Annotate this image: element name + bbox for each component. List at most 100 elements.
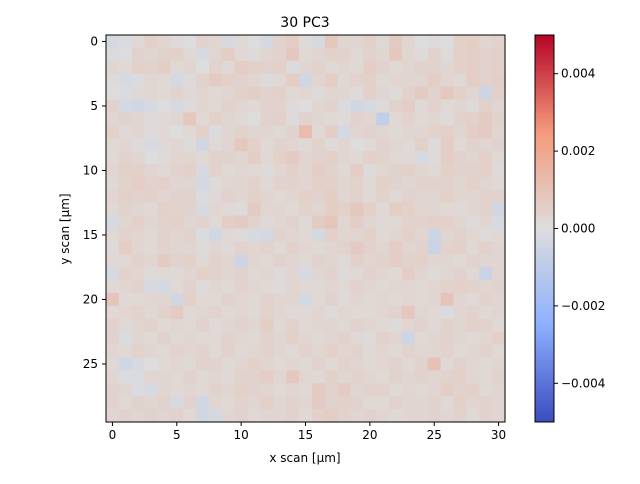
heatmap-cell: [402, 112, 416, 126]
heatmap-cell: [427, 151, 442, 165]
heatmap-cell: [479, 112, 493, 126]
heatmap-cell: [299, 267, 313, 281]
heatmap-cell: [170, 99, 184, 113]
heatmap-cell: [196, 228, 210, 242]
heatmap-cell: [247, 189, 262, 204]
heatmap-cell: [260, 73, 274, 88]
heatmap-cell: [492, 125, 506, 139]
heatmap-cell: [157, 164, 171, 178]
heatmap-cell: [440, 202, 455, 217]
heatmap-cell: [414, 164, 429, 178]
heatmap-cell: [286, 241, 300, 255]
heatmap-cell: [376, 138, 390, 152]
heatmap-cell: [196, 396, 210, 410]
heatmap-cell: [157, 254, 171, 268]
heatmap-cell: [466, 383, 480, 397]
heatmap-cell: [324, 189, 339, 204]
heatmap-cell: [144, 267, 159, 281]
heatmap-cell: [466, 215, 480, 230]
heatmap-cell: [376, 176, 390, 191]
heatmap-cell: [196, 357, 210, 371]
heatmap-cell: [118, 138, 133, 152]
heatmap-cell: [170, 189, 184, 204]
heatmap-cell: [479, 383, 493, 397]
heatmap-cell: [106, 86, 120, 101]
heatmap-cell: [247, 86, 262, 101]
heatmap-cell: [260, 151, 274, 165]
heatmap-cell: [234, 112, 249, 126]
heatmap-cell: [299, 254, 313, 268]
heatmap-cell: [234, 35, 249, 49]
heatmap-cell: [311, 370, 326, 384]
heatmap-cell: [131, 305, 146, 320]
x-axis-ticks: 0 5 10 15 20 25 30: [109, 422, 506, 442]
heatmap-cell: [453, 47, 467, 62]
heatmap-cell: [234, 383, 249, 397]
heatmap-cell: [183, 383, 197, 397]
heatmap-cell: [196, 47, 210, 62]
heatmap-cell: [286, 344, 300, 359]
heatmap-cell: [492, 409, 506, 423]
heatmap-cell: [157, 293, 171, 307]
heatmap-cell: [311, 215, 326, 230]
heatmap-cell: [234, 138, 249, 152]
heatmap-cell: [389, 112, 403, 126]
heatmap-cell: [376, 344, 390, 359]
heatmap-cell: [286, 99, 300, 113]
heatmap-cell: [427, 228, 442, 242]
heatmap-cell: [492, 47, 506, 62]
heatmap-cell: [157, 112, 171, 126]
heatmap-cell: [106, 176, 120, 191]
heatmap-cell: [376, 189, 390, 204]
heatmap-cell: [131, 164, 146, 178]
heatmap-cell: [427, 396, 442, 410]
heatmap-cell: [492, 267, 506, 281]
heatmap-cell: [118, 35, 133, 49]
heatmap-cell: [350, 164, 365, 178]
heatmap-cell: [427, 267, 442, 281]
heatmap-cell: [414, 215, 429, 230]
heatmap-cell: [479, 47, 493, 62]
heatmap-cell: [453, 280, 467, 294]
heatmap-cell: [337, 293, 352, 307]
heatmap-cell: [492, 241, 506, 255]
heatmap-cell: [260, 164, 274, 178]
heatmap-cell: [453, 228, 467, 242]
heatmap-cell: [157, 202, 171, 217]
heatmap-cell: [376, 228, 390, 242]
heatmap-cell: [106, 370, 120, 384]
heatmap-cell: [376, 73, 390, 88]
heatmap-cell: [299, 228, 313, 242]
heatmap-cell: [414, 125, 429, 139]
heatmap-cell: [453, 125, 467, 139]
heatmap-cell: [466, 138, 480, 152]
heatmap-cell: [492, 305, 506, 320]
heatmap-cell: [299, 112, 313, 126]
heatmap-cell: [221, 189, 236, 204]
heatmap-cell: [144, 318, 159, 333]
heatmap-cell: [208, 383, 223, 397]
heatmap-cell: [376, 47, 390, 62]
heatmap-cell: [260, 228, 274, 242]
heatmap-cell: [440, 215, 455, 230]
heatmap-cell: [170, 280, 184, 294]
heatmap-cell: [440, 228, 455, 242]
heatmap-cell: [234, 331, 249, 346]
heatmap-cell: [208, 215, 223, 230]
heatmap-cell: [453, 357, 467, 371]
heatmap-cell: [350, 112, 365, 126]
heatmap-cell: [414, 331, 429, 346]
heatmap-cell: [106, 280, 120, 294]
heatmap-cell: [324, 409, 339, 423]
heatmap-cell: [311, 164, 326, 178]
heatmap-cell: [440, 409, 455, 423]
heatmap-cell: [376, 383, 390, 397]
heatmap-cell: [299, 164, 313, 178]
heatmap-cell: [196, 125, 210, 139]
heatmap-cell: [273, 318, 287, 333]
heatmap-cell: [414, 280, 429, 294]
heatmap-cell: [221, 35, 236, 49]
heatmap-cell: [363, 305, 377, 320]
heatmap-cell: [311, 202, 326, 217]
heatmap-cell: [234, 99, 249, 113]
